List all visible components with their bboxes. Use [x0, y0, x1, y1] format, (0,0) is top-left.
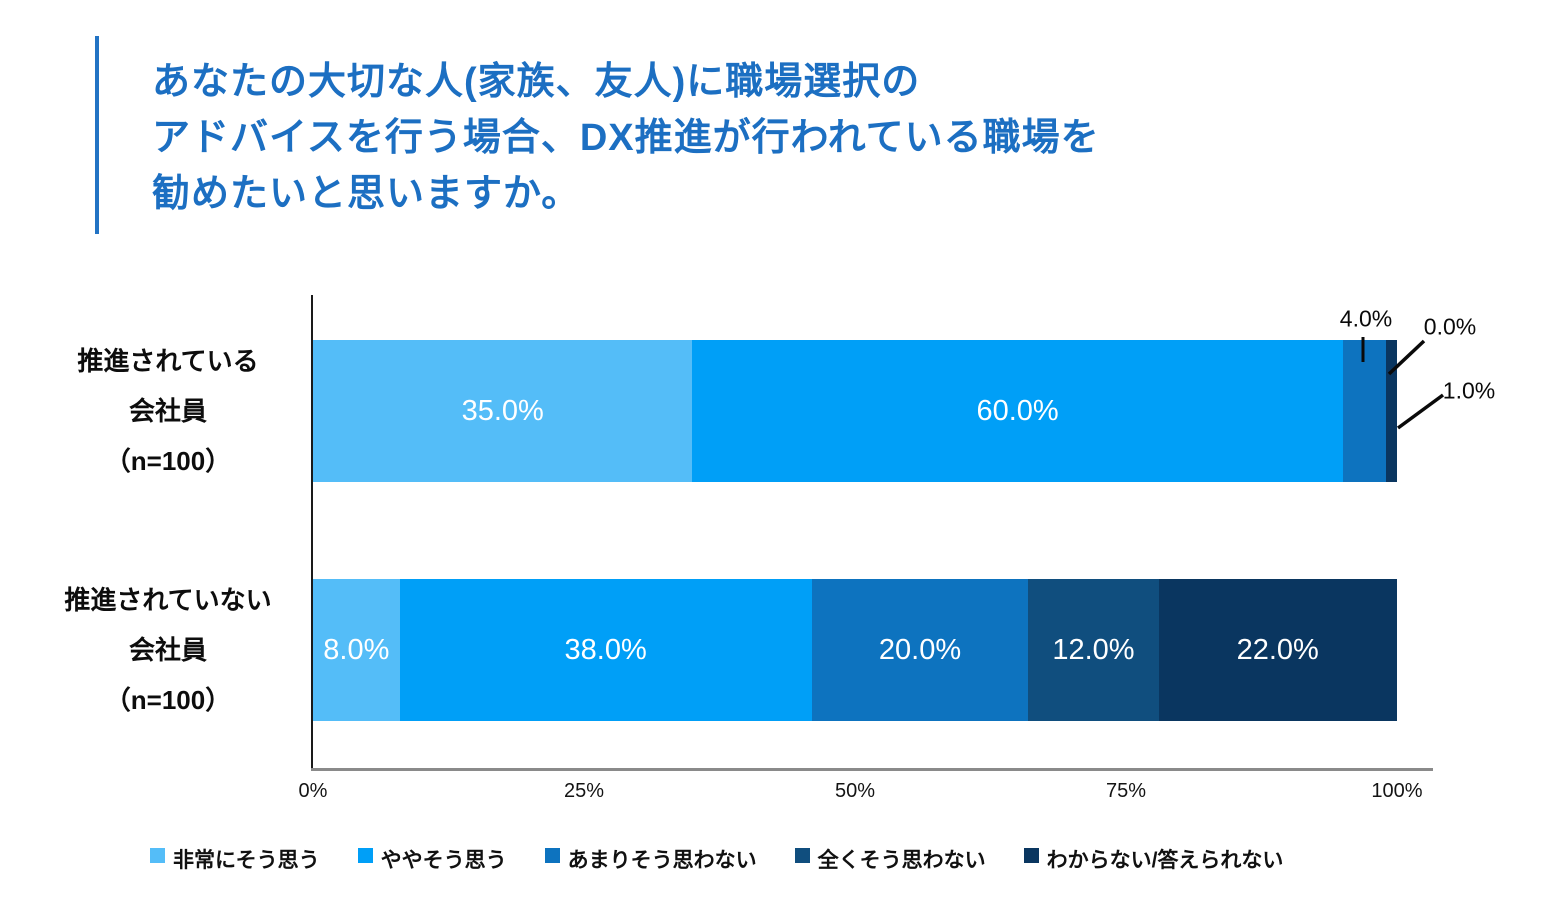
bar-segment: 12.0%	[1028, 579, 1159, 721]
title-line-3: 勧めたいと思いますか。	[152, 173, 581, 215]
category-label-line: 会社員	[128, 396, 207, 426]
legend-swatch	[357, 848, 373, 863]
title-accent-bar	[95, 36, 99, 234]
bar-segment: 38.0%	[399, 579, 812, 721]
category-label-line: （n=100）	[104, 446, 232, 476]
plot-area: 35.0% 60.0% 8.0% 38.0% 20.0% 12.0% 22.0%	[311, 295, 1433, 771]
x-tick-label: 0%	[298, 780, 328, 802]
y-axis-line	[311, 295, 313, 770]
category-label-line: 会社員	[128, 635, 207, 665]
legend-label: あまりそう思わない	[567, 849, 757, 872]
x-tick-label: 100%	[1371, 780, 1423, 802]
legend-swatch	[150, 848, 165, 863]
stacked-bar-row-1: 35.0% 60.0%	[313, 340, 1397, 482]
bar-segment: 35.0%	[313, 340, 693, 482]
x-tick-label: 75%	[1105, 780, 1147, 802]
category-label-1: 推進されている 会社員 （n=100）	[22, 340, 314, 482]
legend-label: ややそう思う	[380, 849, 507, 872]
stacked-bar-row-2: 8.0% 38.0% 20.0% 12.0% 22.0%	[313, 579, 1397, 721]
legend-item: 非常にそう思う	[150, 844, 320, 874]
category-label-line: 推進されている	[77, 346, 259, 376]
bar-segment	[1342, 340, 1387, 482]
x-tick-label: 50%	[834, 780, 876, 802]
title-line-2: アドバイスを行う場合、DX推進が行われている職場を	[152, 117, 1100, 159]
segment-value-label: 60.0%	[976, 394, 1059, 427]
chart-title: あなたの大切な人(家族、友人)に職場選択の アドバイスを行う場合、DX推進が行わ…	[152, 54, 1100, 222]
callout-label-amari-4pct: 4.0%	[1339, 305, 1393, 332]
legend-swatch	[544, 848, 560, 863]
legend-label: 非常にそう思う	[173, 849, 320, 872]
callout-label-mattaku-0pct: 0.0%	[1423, 313, 1477, 340]
category-label-line: （n=100）	[104, 685, 232, 715]
bar-segment: 8.0%	[313, 579, 400, 721]
callout-label-wakaranai-1pct: 1.0%	[1442, 377, 1496, 404]
legend-item: 全くそう思わない	[794, 844, 986, 874]
legend-swatch	[794, 848, 810, 863]
legend-label: わからない/答えられない	[1046, 849, 1284, 872]
legend: 非常にそう思う ややそう思う あまりそう思わない 全くそう思わない わからない/答えられ…	[150, 844, 1283, 874]
segment-value-label: 35.0%	[461, 394, 544, 427]
category-label-line: 推進されていない	[64, 585, 272, 615]
x-axis-baseline	[311, 768, 1433, 771]
segment-value-label: 20.0%	[878, 633, 962, 666]
segment-value-label: 8.0%	[323, 633, 390, 666]
segment-value-label: 38.0%	[564, 633, 647, 666]
bar-segment: 20.0%	[811, 579, 1029, 721]
segment-value-label: 22.0%	[1236, 633, 1319, 666]
legend-item: ややそう思う	[357, 844, 507, 874]
bar-segment: 22.0%	[1158, 579, 1397, 721]
legend-swatch	[1023, 848, 1039, 863]
segment-value-label: 12.0%	[1052, 633, 1135, 666]
bar-segment: 60.0%	[692, 340, 1343, 482]
x-tick-label: 25%	[563, 780, 605, 802]
category-label-2: 推進されていない 会社員 （n=100）	[22, 579, 314, 721]
title-line-1: あなたの大切な人(家族、友人)に職場選択の	[152, 61, 921, 103]
legend-label: 全くそう思わない	[817, 849, 986, 872]
legend-item: わからない/答えられない	[1023, 844, 1284, 874]
legend-item: あまりそう思わない	[544, 844, 757, 874]
bar-segment	[1386, 340, 1397, 482]
